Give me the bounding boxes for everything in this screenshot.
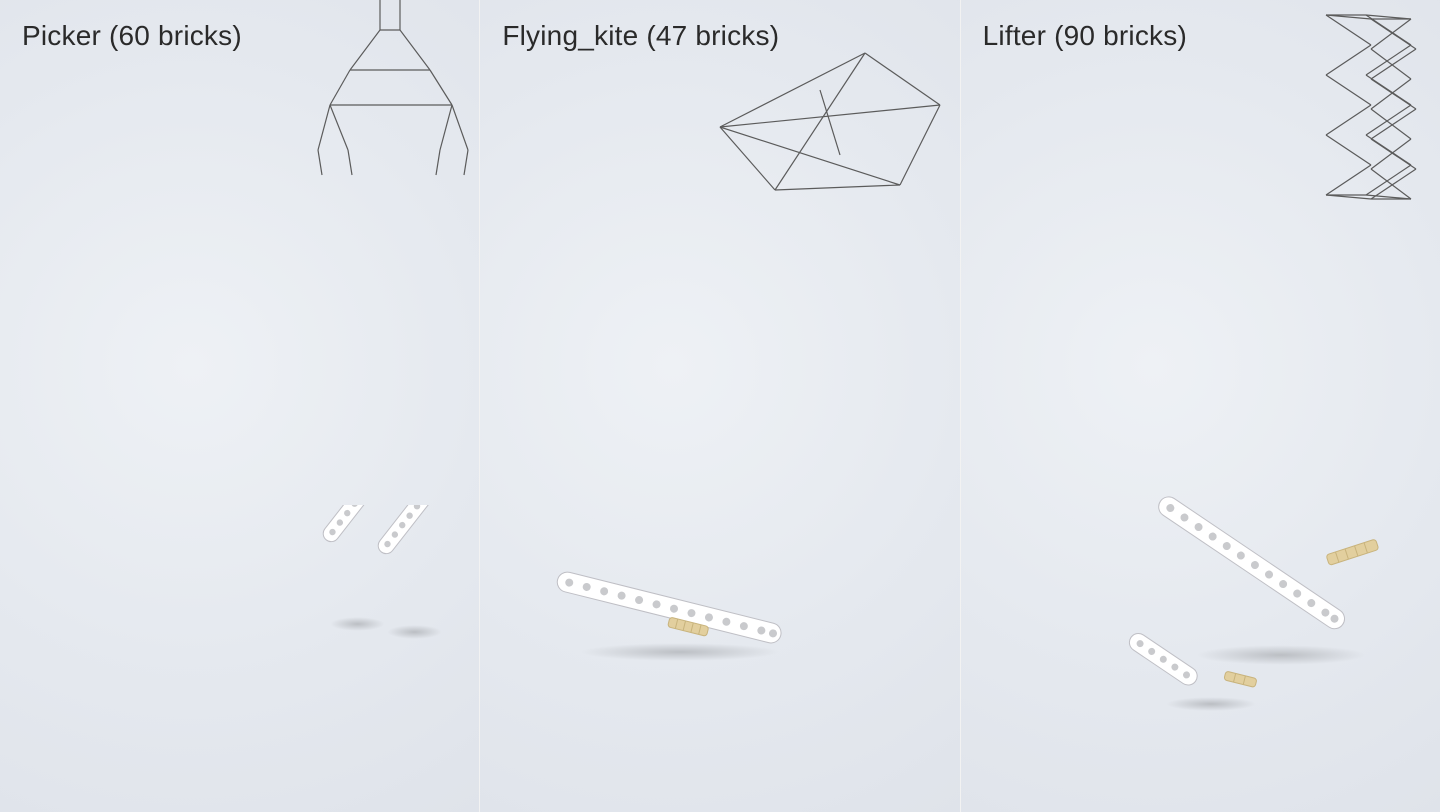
bricks-picker	[295, 505, 465, 635]
bricks-lifter	[1106, 485, 1406, 715]
brick-shadow	[387, 625, 442, 639]
panel-lifter: Lifter (90 bricks)	[961, 0, 1440, 812]
brick-shadow	[330, 617, 385, 631]
brick-shadow	[1196, 645, 1366, 665]
brick-shadow	[580, 643, 780, 661]
wireframe-lifter	[1316, 5, 1440, 215]
brick-shadow	[1166, 697, 1256, 711]
panel-label-lifter: Lifter (90 bricks)	[983, 20, 1187, 52]
panel-label-picker: Picker (60 bricks)	[22, 20, 242, 52]
wireframe-picker	[300, 0, 480, 200]
panels-container: Picker (60 bricks)	[0, 0, 1440, 812]
panel-flying-kite: Flying_kite (47 bricks)	[480, 0, 960, 812]
panel-picker: Picker (60 bricks)	[0, 0, 480, 812]
wireframe-flying-kite	[690, 35, 960, 205]
